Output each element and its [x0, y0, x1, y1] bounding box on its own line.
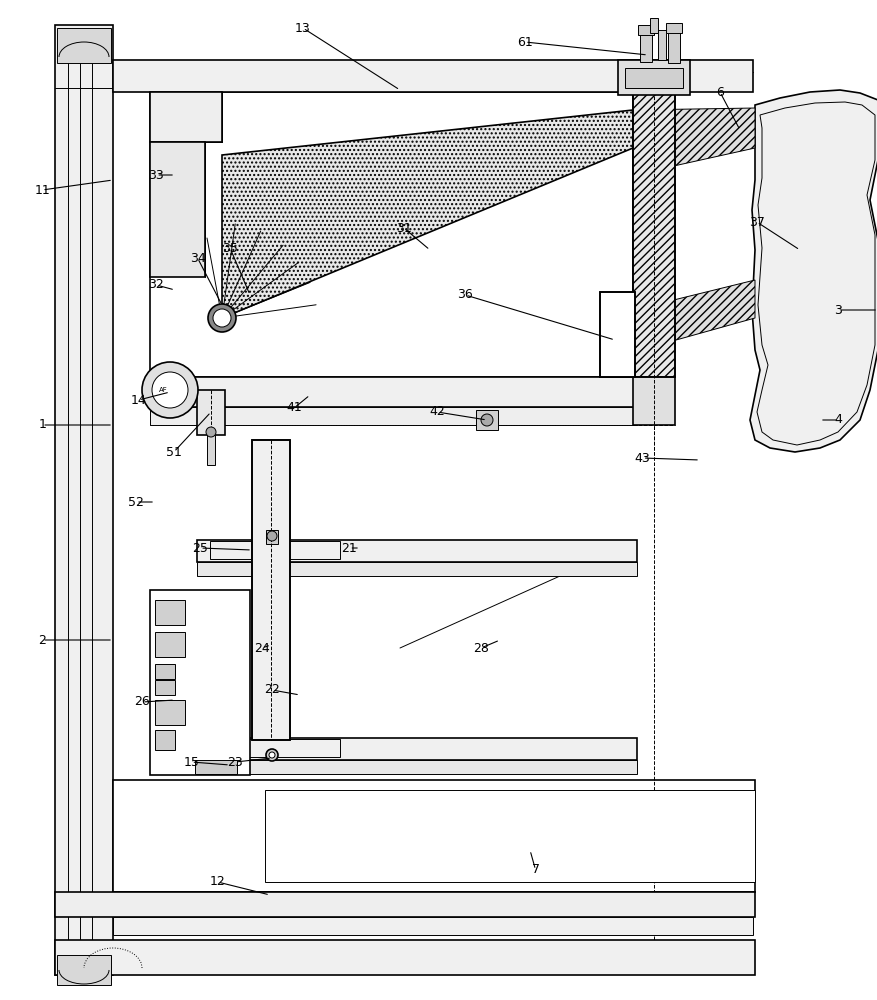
- Bar: [210, 541, 339, 559]
- Circle shape: [267, 531, 276, 541]
- Bar: [196, 390, 225, 435]
- Bar: [210, 739, 339, 757]
- Bar: [155, 664, 175, 679]
- Bar: [55, 892, 754, 917]
- Text: 41: 41: [286, 401, 302, 414]
- Bar: [57, 28, 111, 63]
- Text: 2: 2: [39, 634, 46, 646]
- Bar: [196, 760, 637, 774]
- Bar: [195, 760, 237, 774]
- Text: AF: AF: [159, 387, 168, 393]
- Text: 26: 26: [134, 695, 150, 708]
- Bar: [657, 30, 666, 60]
- Bar: [55, 940, 754, 975]
- Bar: [252, 440, 289, 740]
- Text: 36: 36: [457, 288, 473, 301]
- Bar: [113, 917, 752, 935]
- Text: 37: 37: [748, 216, 764, 229]
- Bar: [599, 292, 634, 377]
- Bar: [113, 60, 752, 92]
- Bar: [638, 25, 653, 35]
- Text: 35: 35: [222, 241, 238, 254]
- Bar: [265, 790, 754, 882]
- Polygon shape: [632, 280, 754, 352]
- Text: 11: 11: [34, 184, 50, 197]
- Text: 14: 14: [131, 393, 146, 406]
- Text: 61: 61: [517, 36, 532, 49]
- Bar: [632, 377, 674, 425]
- Text: 6: 6: [716, 86, 723, 99]
- Circle shape: [268, 752, 275, 758]
- Bar: [666, 23, 681, 33]
- Text: 15: 15: [183, 756, 199, 768]
- Bar: [252, 440, 289, 740]
- Bar: [624, 68, 682, 88]
- Text: 51: 51: [166, 446, 182, 458]
- Text: 12: 12: [210, 876, 225, 888]
- Bar: [150, 92, 222, 142]
- Circle shape: [206, 427, 216, 437]
- Bar: [57, 955, 111, 985]
- Bar: [210, 739, 339, 757]
- Bar: [150, 92, 632, 377]
- Bar: [207, 435, 215, 465]
- Bar: [155, 700, 185, 725]
- Text: 52: 52: [128, 495, 144, 508]
- Circle shape: [208, 304, 236, 332]
- Bar: [150, 377, 637, 407]
- Bar: [196, 540, 637, 562]
- Bar: [639, 30, 652, 62]
- Bar: [150, 590, 250, 775]
- Circle shape: [152, 372, 188, 408]
- Text: 13: 13: [295, 22, 310, 35]
- Circle shape: [142, 362, 198, 418]
- Text: 22: 22: [264, 683, 280, 696]
- Text: 3: 3: [834, 304, 841, 316]
- Bar: [667, 28, 679, 63]
- Bar: [266, 530, 278, 544]
- Bar: [55, 25, 113, 975]
- Text: 23: 23: [227, 756, 243, 768]
- Text: 7: 7: [531, 863, 539, 876]
- Text: 34: 34: [189, 251, 205, 264]
- Bar: [649, 18, 657, 33]
- Text: 43: 43: [634, 452, 650, 464]
- Circle shape: [481, 414, 493, 426]
- Bar: [599, 292, 634, 377]
- Bar: [155, 600, 185, 625]
- Circle shape: [266, 749, 278, 761]
- Text: 42: 42: [429, 405, 445, 418]
- Bar: [196, 562, 637, 576]
- Text: 32: 32: [148, 278, 164, 291]
- Text: 33: 33: [148, 169, 164, 182]
- Polygon shape: [632, 108, 754, 175]
- Bar: [155, 632, 185, 657]
- Bar: [150, 142, 204, 277]
- Bar: [196, 738, 637, 760]
- Bar: [475, 410, 497, 430]
- Text: 1: 1: [39, 418, 46, 432]
- Text: 31: 31: [396, 222, 411, 235]
- Bar: [155, 680, 175, 695]
- Text: 4: 4: [834, 413, 841, 426]
- Bar: [113, 780, 754, 892]
- Text: 24: 24: [253, 642, 269, 654]
- Bar: [210, 541, 339, 559]
- Bar: [254, 442, 287, 738]
- Bar: [617, 60, 689, 95]
- Polygon shape: [749, 90, 877, 452]
- Text: 21: 21: [341, 542, 357, 554]
- Bar: [155, 730, 175, 750]
- Text: 25: 25: [192, 542, 208, 554]
- Polygon shape: [222, 110, 632, 318]
- Bar: [602, 295, 631, 374]
- Circle shape: [213, 309, 231, 327]
- Text: 28: 28: [473, 642, 488, 654]
- Bar: [632, 92, 674, 377]
- Bar: [150, 407, 637, 425]
- Bar: [632, 92, 674, 377]
